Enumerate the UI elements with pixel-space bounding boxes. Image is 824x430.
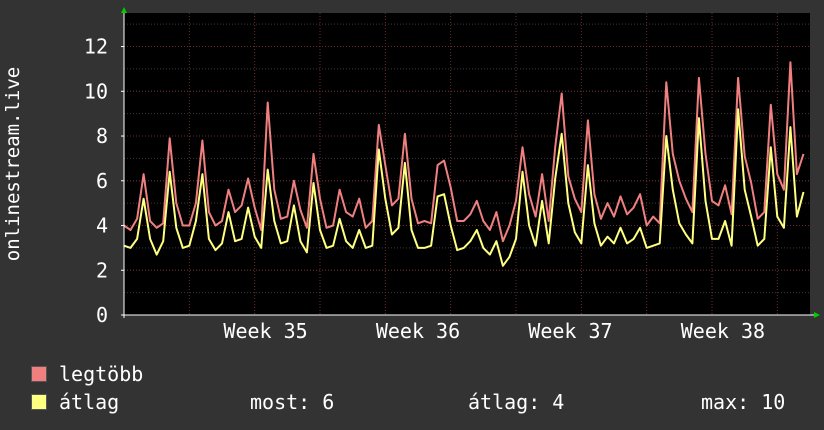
axes	[121, 7, 820, 318]
x-axis-arrow	[814, 312, 820, 318]
x-tick-label: Week 37	[528, 319, 612, 343]
x-tick-label: Week 36	[376, 319, 460, 343]
tick-labels: 0 2 4 6 8 10 12 Week 35 Week 36 Week 37 Week 38	[84, 35, 765, 343]
x-tick-label: Week 38	[681, 319, 765, 343]
y-tick-label: 6	[96, 169, 108, 193]
y-tick-label: 0	[96, 303, 108, 327]
legend-label-legtobb: legtöbb	[59, 362, 144, 386]
y-tick-label: 12	[84, 35, 108, 59]
x-tick-label: Week 35	[223, 319, 307, 343]
series-line-0	[123, 61, 805, 243]
legend-swatch-atlag	[31, 394, 47, 410]
legend-swatch-legtobb	[31, 366, 47, 382]
y-axis-arrow	[121, 7, 127, 13]
series-line-1	[123, 108, 805, 267]
grid-lines	[124, 13, 810, 315]
legend-label-atlag: átlag	[59, 390, 120, 414]
stat-maximum: max: 10	[701, 390, 786, 414]
y-axis-label: onlinestream.live	[2, 67, 24, 261]
y-tick-label: 4	[96, 214, 108, 238]
y-tick-label: 2	[96, 258, 108, 282]
stat-current: most: 6	[250, 390, 335, 414]
series-lines	[123, 61, 805, 267]
y-tick-label: 8	[96, 124, 108, 148]
y-tick-label: 10	[84, 79, 108, 103]
stat-average: átlag: 4	[468, 390, 565, 414]
